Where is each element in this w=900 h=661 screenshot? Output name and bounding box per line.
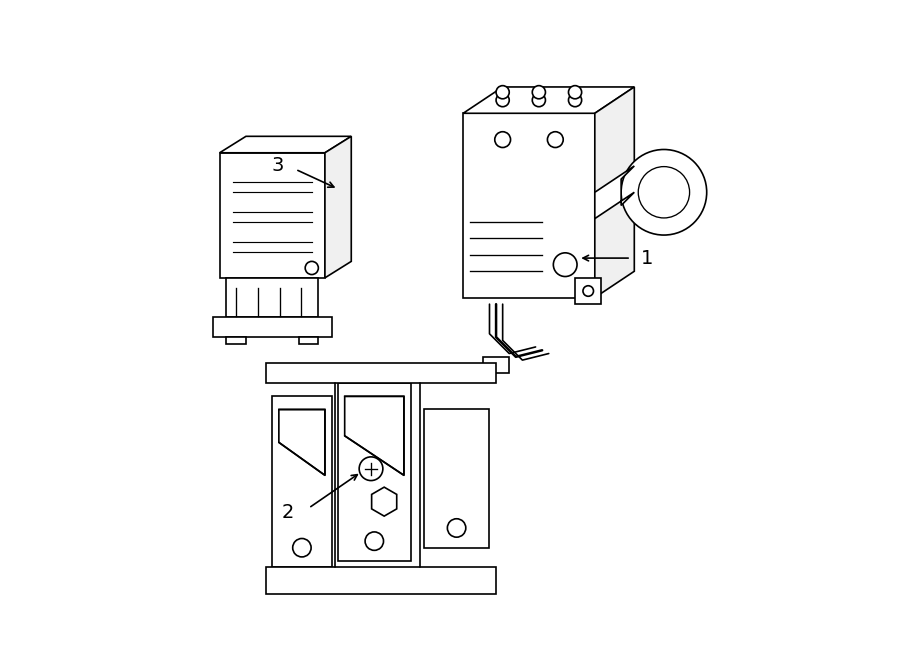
Polygon shape — [372, 487, 397, 516]
Circle shape — [547, 132, 563, 147]
Circle shape — [495, 132, 510, 147]
Polygon shape — [345, 397, 404, 475]
Polygon shape — [595, 87, 634, 297]
Circle shape — [621, 149, 707, 235]
Polygon shape — [213, 317, 331, 337]
Polygon shape — [325, 136, 351, 278]
Polygon shape — [424, 409, 490, 548]
Circle shape — [638, 167, 689, 218]
Polygon shape — [338, 383, 410, 561]
Circle shape — [292, 539, 311, 557]
Circle shape — [359, 457, 382, 481]
Polygon shape — [575, 278, 601, 304]
Polygon shape — [266, 567, 496, 594]
Polygon shape — [220, 153, 325, 278]
Polygon shape — [464, 113, 595, 297]
Text: 1: 1 — [641, 249, 653, 268]
Circle shape — [447, 519, 466, 537]
Circle shape — [569, 94, 581, 106]
Text: 2: 2 — [282, 502, 294, 522]
Text: 3: 3 — [272, 157, 284, 175]
Circle shape — [532, 94, 545, 106]
Circle shape — [365, 532, 383, 551]
Polygon shape — [273, 397, 331, 567]
Circle shape — [583, 286, 593, 296]
Circle shape — [496, 94, 509, 106]
Circle shape — [569, 86, 581, 98]
Polygon shape — [279, 409, 325, 475]
Circle shape — [532, 86, 545, 98]
Polygon shape — [226, 278, 319, 317]
Polygon shape — [226, 337, 246, 344]
Polygon shape — [299, 337, 319, 344]
Polygon shape — [266, 364, 496, 383]
Polygon shape — [595, 166, 634, 219]
Polygon shape — [220, 136, 351, 153]
Polygon shape — [464, 87, 634, 113]
Circle shape — [305, 261, 319, 274]
Circle shape — [554, 253, 577, 276]
Circle shape — [496, 86, 509, 98]
Polygon shape — [483, 357, 509, 373]
